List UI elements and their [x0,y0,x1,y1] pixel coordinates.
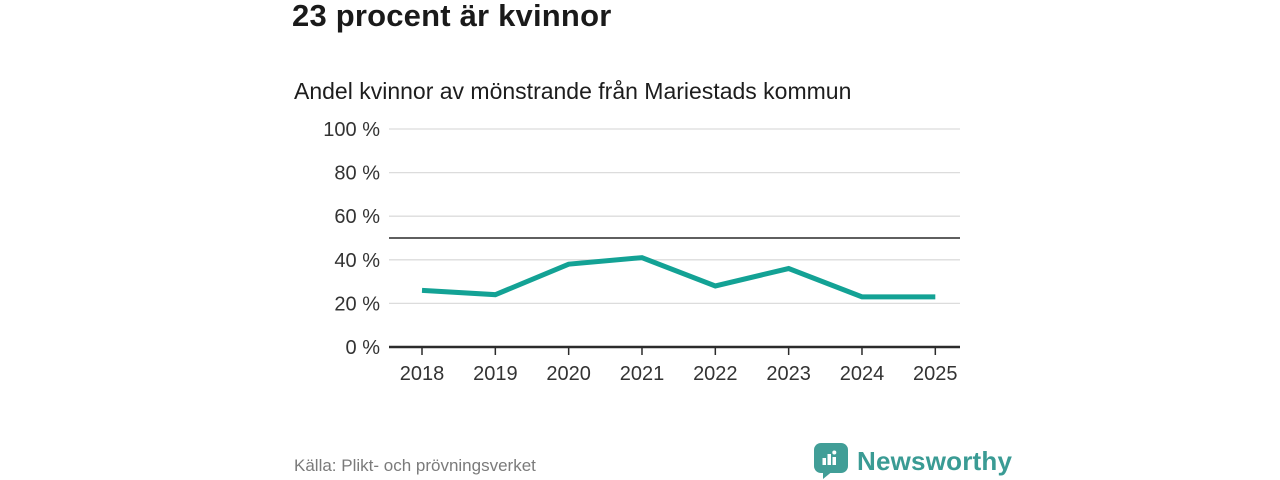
x-axis-tick-label: 2020 [546,363,591,385]
y-axis-tick-label: 40 % [334,250,380,272]
y-axis-tick-label: 100 % [323,119,380,141]
x-axis-tick-label: 2025 [913,363,958,385]
line-chart-svg: 0 % 20 % 40 % 60 % 80 % 100 % 2018 2019 2020 2021… [323,119,960,385]
chart-subtitle: Andel kvinnor av mönstrande från Mariest… [294,78,852,104]
line-chart: 0 % 20 % 40 % 60 % 80 % 100 % 2018 2019 2020 2021… [290,115,965,395]
y-axis-tick-label: 0 % [346,337,381,359]
brand-name: Newsworthy [857,445,1013,476]
x-axis-tick-label: 2022 [693,363,738,385]
x-axis-tick-label: 2018 [400,363,445,385]
x-axis-tick-label: 2023 [766,363,811,385]
y-axis-tick-label: 20 % [334,293,380,315]
newsworthy-logo: Newsworthy [814,443,1012,479]
chart-speech-bubble-icon [814,443,848,479]
x-axis-tick-label: 2021 [620,363,665,385]
source-note: Källa: Plikt- och prövningsverket [294,456,536,475]
data-line-Andel kvinnor av mönstrande [421,255,936,300]
y-axis-tick-label: 80 % [334,163,380,185]
y-axis-tick-label: 60 % [334,206,380,228]
x-axis-tick-label: 2024 [840,363,885,385]
page-title: 23 procent är kvinnor [292,0,612,33]
x-axis-tick-label: 2019 [473,363,518,385]
